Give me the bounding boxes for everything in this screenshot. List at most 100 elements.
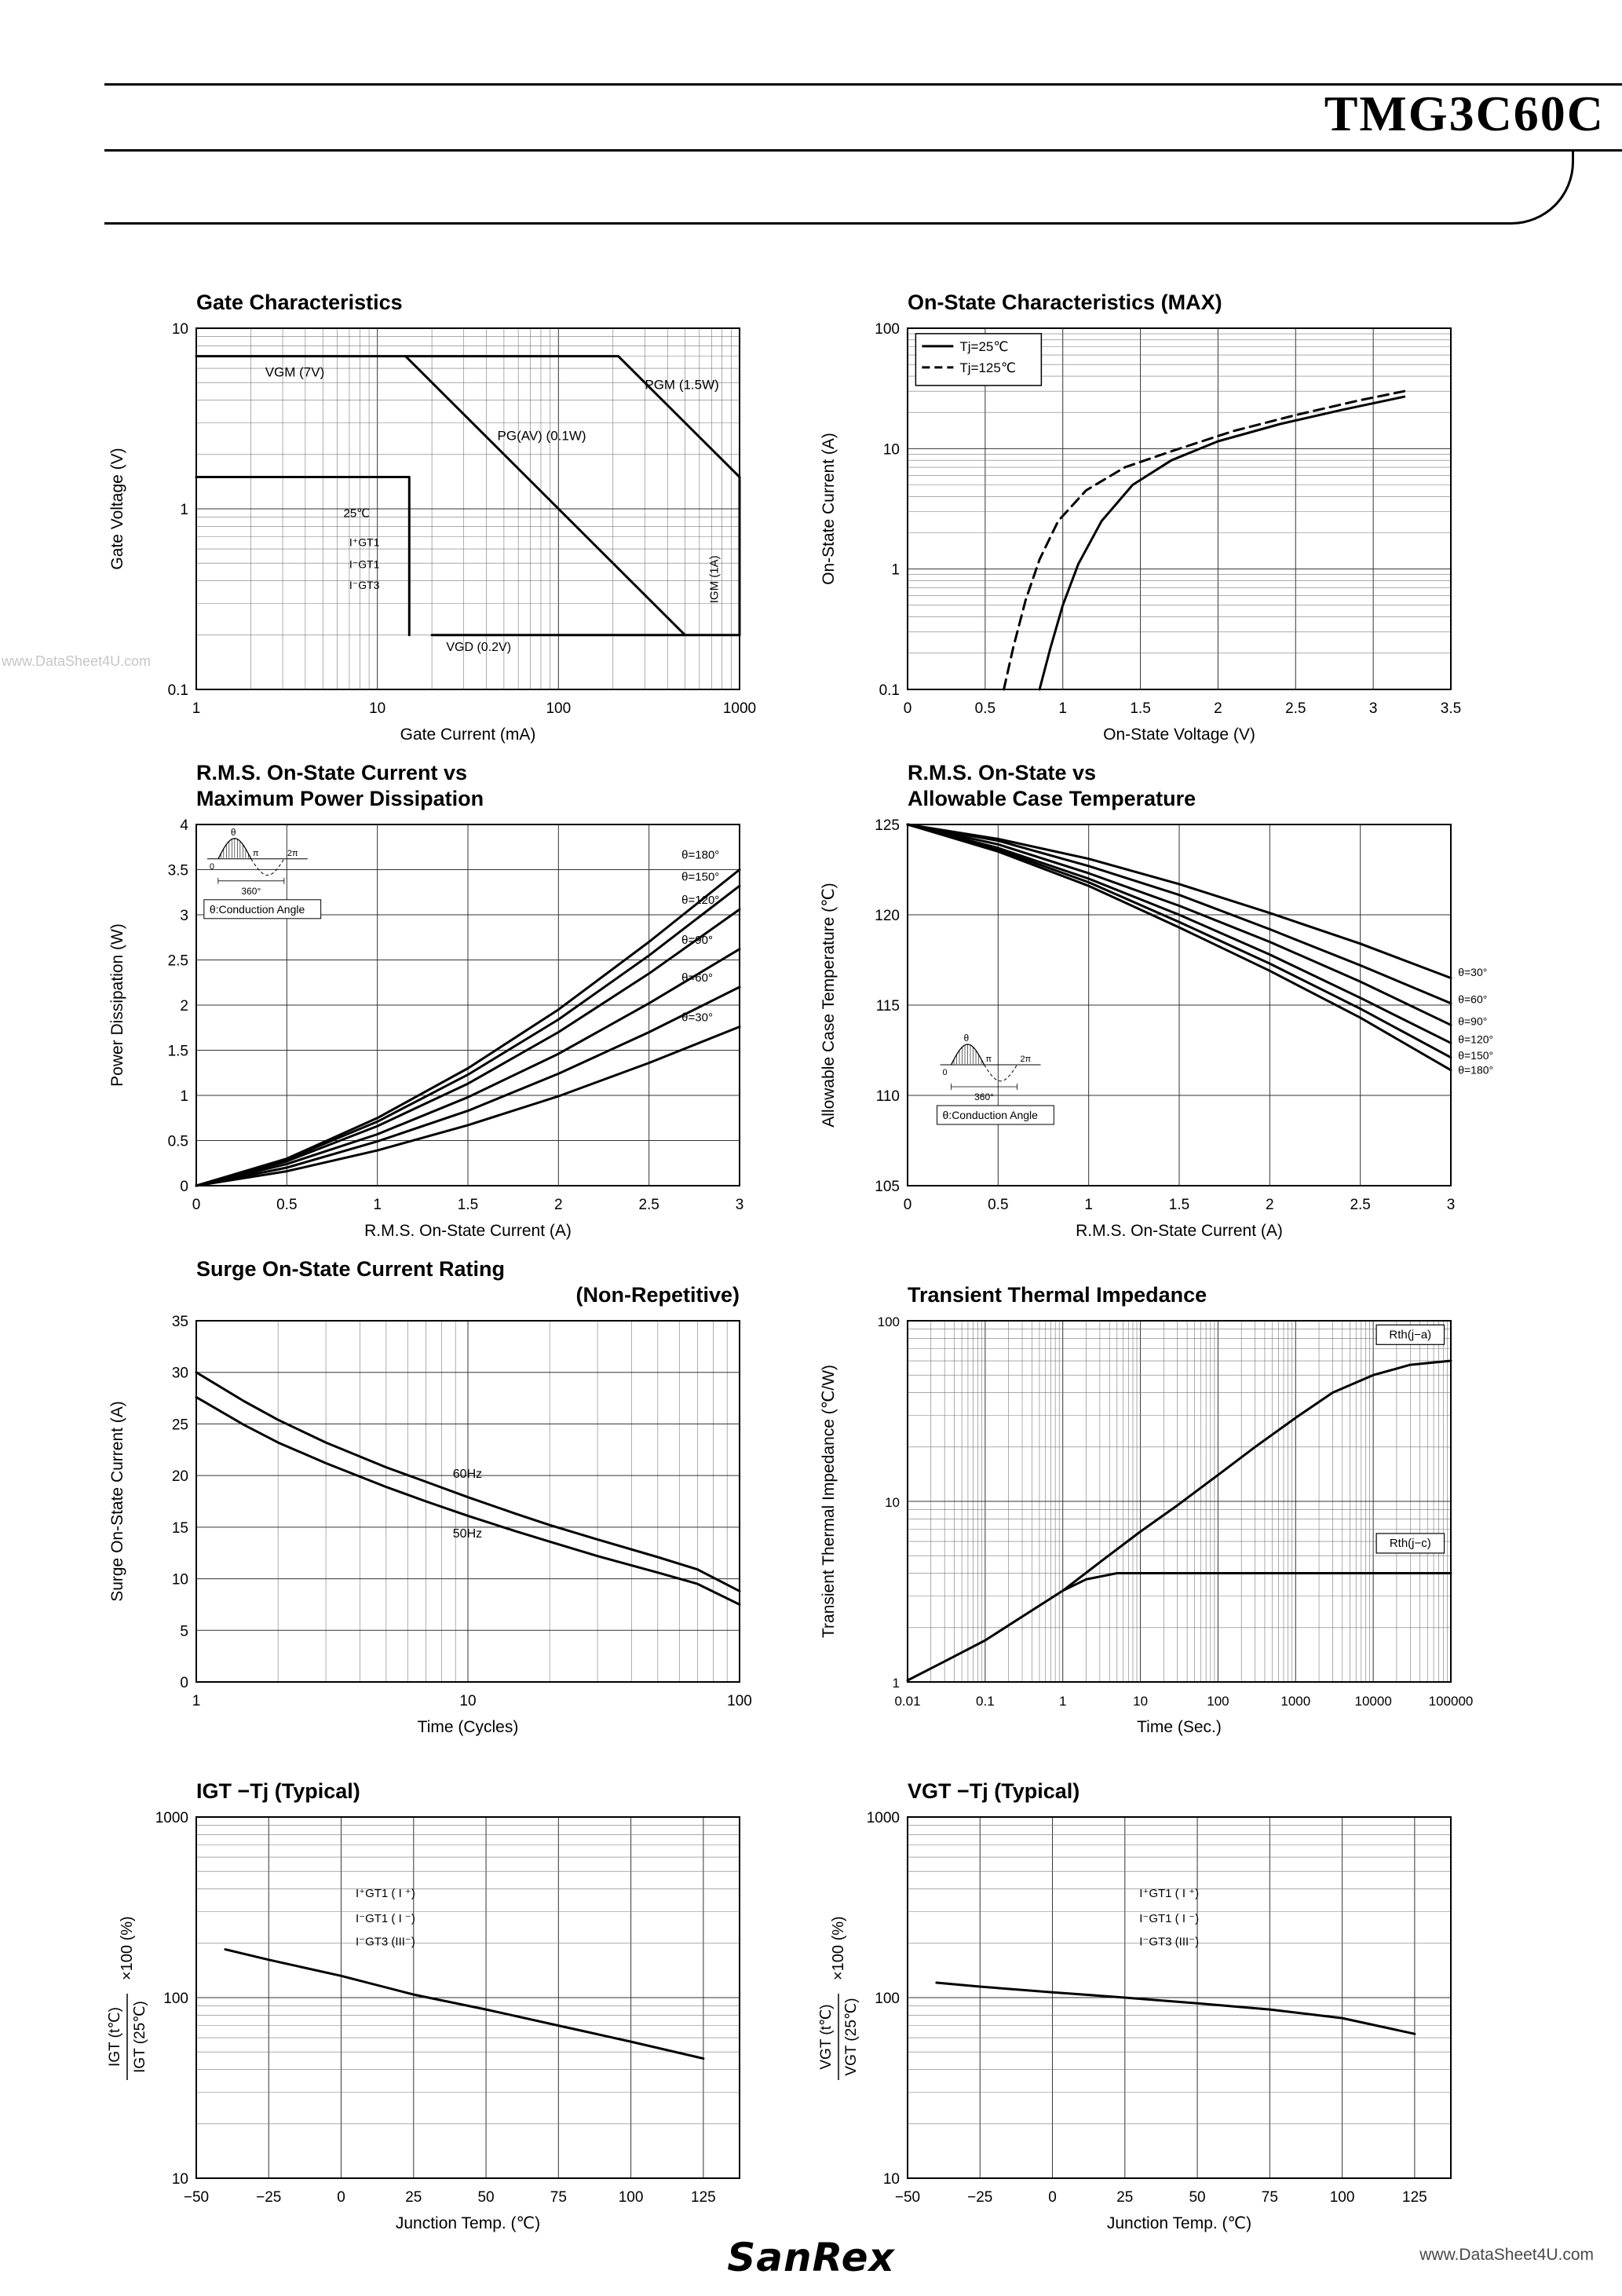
svg-text:PG(AV) (0.1W): PG(AV) (0.1W) <box>498 429 586 444</box>
svg-text:125: 125 <box>1402 2189 1427 2206</box>
svg-text:100: 100 <box>163 1991 188 2007</box>
svg-text:10: 10 <box>459 1693 476 1709</box>
svg-text:10: 10 <box>172 321 188 338</box>
svg-text:Rth(j−c): Rth(j−c) <box>1390 1537 1431 1550</box>
svg-text:35: 35 <box>172 1314 188 1330</box>
svg-text:25: 25 <box>1116 2189 1133 2206</box>
svg-text:2.5: 2.5 <box>1350 1197 1370 1213</box>
svg-text:0: 0 <box>210 862 214 872</box>
svg-text:2.5: 2.5 <box>1285 700 1306 717</box>
svg-text:125: 125 <box>691 2189 716 2206</box>
svg-text:θ:Conduction Angle: θ:Conduction Angle <box>210 903 305 916</box>
svg-text:120: 120 <box>875 908 900 924</box>
svg-text:π: π <box>253 849 259 858</box>
svg-text:10: 10 <box>885 1495 900 1510</box>
svg-text:0.5: 0.5 <box>975 700 995 717</box>
svg-text:75: 75 <box>550 2189 567 2206</box>
svg-text:360°: 360° <box>241 886 261 897</box>
svg-text:100: 100 <box>727 1693 752 1709</box>
svg-text:1: 1 <box>180 502 188 518</box>
svg-text:Rth(j−a): Rth(j−a) <box>1389 1328 1431 1341</box>
surge-current-plot: 1 10 100 0 5 10 15 20 25 30 35 Time (Cycles) Surge O… <box>108 1314 752 1736</box>
svg-text:10: 10 <box>883 441 900 458</box>
svg-text:1: 1 <box>1084 1197 1093 1213</box>
svg-text:θ=30°: θ=30° <box>681 1011 713 1025</box>
svg-text:θ=90°: θ=90° <box>1458 1015 1487 1027</box>
panel-vgt-vs-tj: VGT −Tj (Typical) −50 −25 0 25 50 75 100 125 10 1… <box>806 1748 1543 2244</box>
svg-text:Surge On-State Current (A): Surge On-State Current (A) <box>108 1401 126 1602</box>
svg-text:0: 0 <box>180 1179 188 1195</box>
svg-text:2.5: 2.5 <box>168 953 188 970</box>
svg-text:IGT (25℃): IGT (25℃) <box>132 2001 148 2073</box>
svg-text:VGT (t℃): VGT (t℃) <box>818 2004 835 2069</box>
svg-text:θ=120°: θ=120° <box>1458 1033 1493 1045</box>
svg-text:Junction Temp. (℃): Junction Temp. (℃) <box>1107 2214 1251 2232</box>
svg-text:360°: 360° <box>974 1091 994 1102</box>
svg-text:30: 30 <box>172 1366 188 1382</box>
chart-title-line: IGT −Tj (Typical) <box>196 1779 360 1804</box>
svg-text:Gate Voltage (V): Gate Voltage (V) <box>108 448 126 569</box>
chart-title-igt-vs-tj: IGT −Tj (Typical) <box>196 1748 740 1804</box>
svg-text:VGM (7V): VGM (7V) <box>265 365 325 380</box>
svg-text:θ=180°: θ=180° <box>1458 1063 1493 1076</box>
svg-text:3: 3 <box>1447 1197 1456 1213</box>
chart-title-line: Gate Characteristics <box>196 291 403 315</box>
svg-text:75: 75 <box>1262 2189 1278 2206</box>
svg-text:50: 50 <box>1189 2189 1205 2206</box>
power-dissipation-plot: 0 0.5 1 1.5 2 2.5 3 0 0.5 1 1.5 2 2.5 3 3.5 4 R.M.S. On-… <box>108 817 743 1240</box>
svg-text:1: 1 <box>192 1693 201 1709</box>
svg-text:0: 0 <box>192 1197 201 1213</box>
svg-text:100: 100 <box>619 2189 644 2206</box>
svg-text:1.5: 1.5 <box>458 1197 478 1213</box>
svg-text:1000: 1000 <box>723 700 756 717</box>
svg-text:PGM (1.5W): PGM (1.5W) <box>645 378 718 393</box>
svg-text:−25: −25 <box>256 2189 281 2206</box>
chart-title-case-temperature: R.M.S. On-State vs Allowable Case Temper… <box>908 755 1451 812</box>
svg-text:100: 100 <box>878 1314 900 1329</box>
svg-text:Gate Current (mA): Gate Current (mA) <box>400 726 536 744</box>
svg-text:100: 100 <box>875 321 900 338</box>
panel-surge-current: Surge On-State Current Rating (Non-Repet… <box>94 1252 832 1748</box>
svg-text:0.5: 0.5 <box>168 1134 188 1150</box>
svg-text:θ: θ <box>231 827 236 838</box>
svg-text:3.5: 3.5 <box>1441 700 1461 717</box>
part-number-title: TMG3C60C <box>1324 86 1605 141</box>
svg-text:Tj=25℃: Tj=25℃ <box>959 339 1008 354</box>
svg-text:10: 10 <box>369 700 385 717</box>
panel-thermal-impedance: Transient Thermal Impedance 0.01 0.1 1 10 10… <box>806 1252 1543 1748</box>
panel-gate-characteristics: Gate Characteristics 1 10 100 1000 0.1 1 10 Gat… <box>94 259 832 755</box>
svg-text:2π: 2π <box>1021 1055 1032 1064</box>
svg-text:0: 0 <box>337 2189 345 2206</box>
svg-text:0.1: 0.1 <box>976 1694 995 1709</box>
header-rule-top <box>104 83 1622 86</box>
svg-text:θ:Conduction Angle: θ:Conduction Angle <box>943 1109 1039 1121</box>
chart-title-line: Maximum Power Dissipation <box>196 787 484 811</box>
svg-text:0.1: 0.1 <box>879 682 900 699</box>
svg-text:θ=120°: θ=120° <box>681 894 719 907</box>
svg-text:I⁺GT1 ( I ⁺): I⁺GT1 ( I ⁺) <box>1139 1887 1199 1900</box>
svg-text:0.5: 0.5 <box>276 1197 297 1213</box>
svg-text:Power Dissipation (W): Power Dissipation (W) <box>108 923 126 1087</box>
svg-text:0: 0 <box>943 1068 948 1077</box>
svg-text:0: 0 <box>904 1197 912 1213</box>
sanrex-logo: SanRex <box>727 2235 895 2280</box>
svg-text:2: 2 <box>554 1197 563 1213</box>
svg-text:2: 2 <box>180 998 188 1015</box>
header-rule-mid <box>104 149 1622 152</box>
svg-text:10: 10 <box>172 2171 188 2188</box>
svg-text:100: 100 <box>546 700 571 717</box>
svg-text:1.5: 1.5 <box>168 1044 188 1060</box>
svg-text:IGT (t℃): IGT (t℃) <box>107 2007 123 2067</box>
svg-text:3: 3 <box>1369 700 1378 717</box>
svg-text:100: 100 <box>1330 2189 1355 2206</box>
svg-text:On-State Current (A): On-State Current (A) <box>820 433 838 585</box>
svg-text:I⁻GT1: I⁻GT1 <box>349 558 380 570</box>
svg-text:θ: θ <box>964 1033 970 1044</box>
svg-text:θ=180°: θ=180° <box>681 849 719 862</box>
igt-vs-tj-plot: −50 −25 0 25 50 75 100 125 10 100 1000 Junction Tem… <box>107 1810 740 2232</box>
svg-text:−50: −50 <box>184 2189 209 2206</box>
chart-title-line: Transient Thermal Impedance <box>908 1283 1207 1307</box>
chart-title-vgt-vs-tj: VGT −Tj (Typical) <box>908 1748 1451 1804</box>
svg-text:VGT (25℃): VGT (25℃) <box>843 1998 860 2075</box>
chart-title-line: R.M.S. On-State Current vs <box>196 761 468 785</box>
